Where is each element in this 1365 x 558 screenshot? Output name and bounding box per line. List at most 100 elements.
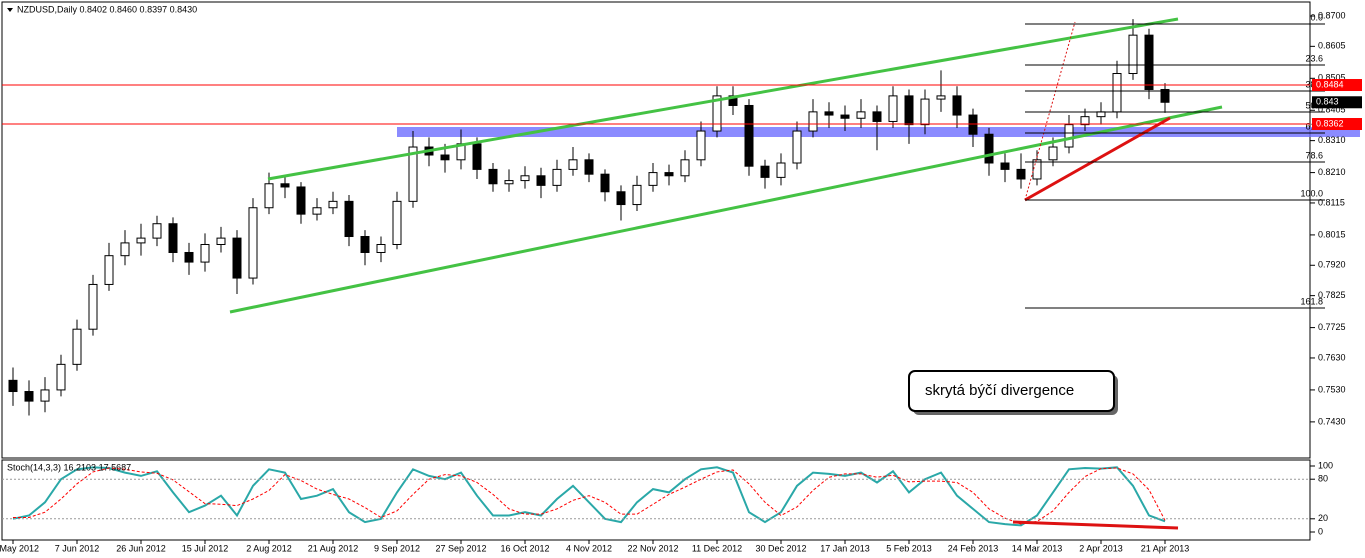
candle-body [568,159,578,170]
candle-body [664,172,674,177]
channel-lower [229,105,1223,314]
candle-body [408,146,418,202]
price-marker [1312,96,1362,109]
candle-body [696,130,706,161]
candle-body [24,391,34,402]
candle-body [792,130,802,164]
candle-body [136,237,146,244]
y-tick-label: 0.8605 [1318,41,1346,51]
candle-body [1160,88,1170,103]
candle-body [1144,34,1154,90]
divergence-line [1012,520,1179,530]
stoch-title: Stoch(14,3,3) 16.2103 17.5687 [7,462,131,472]
candle-body [616,191,626,206]
candle-body [440,154,450,161]
candle-body [680,159,690,177]
y-tick-label: 0 [1318,526,1323,536]
x-tick-label: 4 Nov 2012 [566,543,612,553]
fib-label: 78.6 [1305,150,1323,160]
y-tick-label: 20 [1318,513,1328,523]
x-tick-label: 21 Aug 2012 [308,543,359,553]
y-tick-label: 80 [1318,474,1328,484]
trend-line [1024,116,1171,202]
candle-body [872,111,882,122]
y-tick-label: 0.7725 [1318,322,1346,332]
y-tick-label: 0.8310 [1318,135,1346,145]
candle-body [1000,162,1010,170]
candle-body [40,389,50,402]
candle-body [72,328,82,365]
x-tick-label: 20 May 2012 [0,543,39,553]
x-tick-label: 21 Apr 2013 [1141,543,1190,553]
candle-body [968,114,978,135]
x-tick-label: 24 Feb 2013 [948,543,999,553]
x-tick-label: 11 Dec 2012 [692,543,742,553]
candle-body [552,168,562,186]
candle-body [8,379,18,393]
candle-body [344,200,354,238]
candle-body [184,251,194,263]
candle-body [920,98,930,126]
y-tick-label: 0.7920 [1318,260,1346,270]
price-marker-label: 0.843 [1316,97,1339,107]
candle-body [88,283,98,330]
candle-body [216,237,226,246]
candle-body [1016,168,1026,180]
y-tick-label: 0.8210 [1318,167,1346,177]
candle-body [264,183,274,209]
candle-body [328,200,338,209]
candle-body [312,207,322,215]
candle-body [1048,146,1058,161]
candle-body [504,180,514,185]
stoch-signal [13,467,1166,525]
candle-body [520,175,530,182]
x-tick-label: 2 Apr 2013 [1079,543,1123,553]
y-tick-label: 0.7430 [1318,416,1346,426]
x-tick-label: 26 Jun 2012 [116,543,166,553]
channel-upper [267,17,1179,181]
y-tick-label: 0.7630 [1318,352,1346,362]
candle-body [856,111,866,119]
candle-body [712,95,722,132]
candle-body [104,255,114,285]
candle-body [632,184,642,206]
candle-body [648,172,658,186]
fib-label: 100.0 [1300,188,1323,198]
y-tick-label: 0.8405 [1318,105,1346,115]
x-tick-label: 7 Jun 2012 [55,543,100,553]
x-tick-label: 22 Nov 2012 [627,543,678,553]
candle-body [840,114,850,119]
candle-body [280,183,290,188]
x-tick-label: 15 Jul 2012 [182,543,229,553]
candle-body [984,133,994,164]
price-marker-label: 0.8484 [1316,79,1344,89]
candle-body [1112,73,1122,113]
candle-body [808,111,818,132]
candle-body [376,244,386,253]
candle-body [952,95,962,116]
price-marker [1312,79,1362,92]
fib-lines [1025,23,1325,309]
candle-body [776,162,786,178]
stoch-main [12,466,1166,527]
candle-body [888,95,898,122]
x-tick-label: 30 Dec 2012 [755,543,806,553]
annotation-box [908,370,1115,412]
y-tick-label: 0.7530 [1318,384,1346,394]
candle-body [392,200,402,246]
x-tick-label: 2 Aug 2012 [246,543,292,553]
menu-arrow [7,8,13,12]
candle-body [824,111,834,116]
candle-body [600,173,610,193]
candle-body [1032,159,1042,180]
candle-body [536,175,546,186]
candle-body [1064,124,1074,148]
candle-body [152,223,162,239]
candle-body [248,207,258,279]
support-zone [397,127,1360,137]
x-tick-label: 14 Mar 2013 [1012,543,1063,553]
candle-body [1096,111,1106,118]
annotation: skrytá býčí divergence [925,382,1074,399]
